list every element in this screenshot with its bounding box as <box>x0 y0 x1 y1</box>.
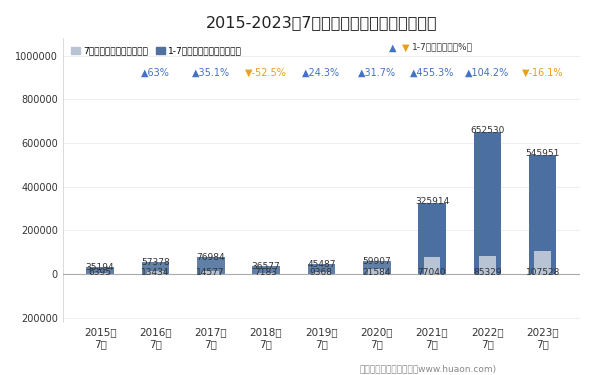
Title: 2015-2023年7月潍坊综合保税区进出口总额: 2015-2023年7月潍坊综合保税区进出口总额 <box>205 15 437 30</box>
Text: 45487: 45487 <box>307 260 336 269</box>
Text: 76984: 76984 <box>196 254 225 262</box>
Text: 545951: 545951 <box>525 149 560 158</box>
Bar <box>474 132 501 274</box>
Bar <box>424 257 440 274</box>
Text: ▲24.3%: ▲24.3% <box>302 68 340 78</box>
Bar <box>197 257 224 274</box>
Text: 6395: 6395 <box>89 268 112 277</box>
Text: 13434: 13434 <box>141 268 170 277</box>
Text: 107528: 107528 <box>525 268 560 277</box>
Bar <box>479 255 496 274</box>
Bar <box>252 266 280 274</box>
Bar <box>258 273 274 274</box>
Text: ▲31.7%: ▲31.7% <box>358 68 396 78</box>
Text: 36577: 36577 <box>252 262 280 271</box>
Text: 14577: 14577 <box>196 268 225 277</box>
Bar <box>368 270 385 274</box>
Legend: 7月进出口总额（万美元）, 1-7月进出口总额（万美元）: 7月进出口总额（万美元）, 1-7月进出口总额（万美元） <box>67 43 246 59</box>
Text: ▼-52.5%: ▼-52.5% <box>245 68 287 78</box>
Text: 85329: 85329 <box>473 268 502 277</box>
Bar <box>363 261 390 274</box>
Text: 77040: 77040 <box>418 268 446 277</box>
Bar <box>529 155 556 274</box>
Text: ▲35.1%: ▲35.1% <box>192 68 230 78</box>
Text: 制图：华经产业研究院（www.huaon.com): 制图：华经产业研究院（www.huaon.com) <box>360 364 497 373</box>
Text: 9368: 9368 <box>310 268 333 277</box>
Bar <box>92 273 108 274</box>
Bar <box>534 251 551 274</box>
Text: 21584: 21584 <box>362 268 391 277</box>
Bar <box>308 264 335 274</box>
Bar <box>202 271 219 274</box>
Text: 57378: 57378 <box>141 258 170 267</box>
Bar <box>142 262 169 274</box>
Text: ▼: ▼ <box>402 42 409 52</box>
Text: ▲104.2%: ▲104.2% <box>465 68 509 78</box>
Text: 7183: 7183 <box>255 268 277 277</box>
Text: ▲455.3%: ▲455.3% <box>410 68 454 78</box>
Bar <box>147 271 164 274</box>
Text: ▲: ▲ <box>389 42 396 52</box>
Text: 1-7月同比增速（%）: 1-7月同比增速（%） <box>412 42 473 51</box>
Text: 652530: 652530 <box>470 126 505 135</box>
Text: 35194: 35194 <box>86 262 114 272</box>
Bar <box>86 267 114 274</box>
Text: 59907: 59907 <box>362 257 391 266</box>
Text: ▼-16.1%: ▼-16.1% <box>522 68 563 78</box>
Text: ▲63%: ▲63% <box>141 68 170 78</box>
Bar <box>313 272 330 274</box>
Bar <box>418 203 446 274</box>
Text: 325914: 325914 <box>415 198 449 207</box>
